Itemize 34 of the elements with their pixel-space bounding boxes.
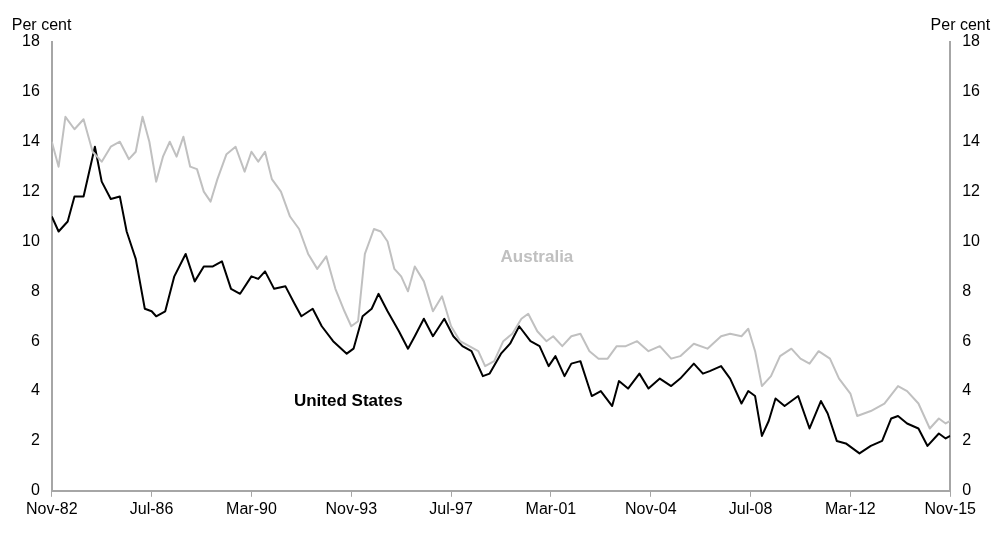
y2-tick-label: 2	[962, 431, 972, 449]
y2-tick-label: 18	[962, 32, 981, 50]
y-tick-label: 0	[30, 481, 40, 499]
y2-tick-label: 12	[962, 182, 981, 200]
y-tick-label: 8	[30, 281, 40, 299]
x-tick-label: Nov-82	[26, 499, 78, 517]
x-tick-label: Nov-93	[325, 499, 378, 517]
y2-tick-label: 14	[962, 132, 981, 150]
x-tick-label: Mar-90	[226, 499, 277, 517]
x-tick-label: Jul-86	[129, 499, 174, 517]
y2-tick-label: 0	[962, 481, 972, 499]
y-tick-label: 2	[30, 431, 40, 449]
x-tick-label: Mar-12	[825, 499, 876, 517]
y2-axis-title: Per cent	[930, 16, 991, 34]
y2-tick-label: 6	[962, 331, 972, 349]
x-tick-label: Nov-04	[624, 499, 677, 517]
y2-tick-label: 10	[962, 231, 981, 249]
y-tick-label: 18	[22, 32, 40, 50]
y2-tick-label: 4	[962, 381, 972, 399]
y-tick-label: 6	[30, 331, 40, 349]
y-tick-label: 12	[22, 182, 40, 200]
y2-tick-label: 16	[962, 82, 981, 100]
y-tick-label: 14	[22, 132, 40, 150]
x-tick-label: Mar-01	[525, 499, 577, 517]
x-tick-label: Jul-08	[728, 499, 773, 517]
y2-tick-label: 8	[962, 281, 972, 299]
y-tick-label: 10	[22, 231, 40, 249]
text: United States	[293, 390, 403, 410]
text: Australia	[500, 247, 574, 267]
y-tick-label: 16	[22, 82, 40, 100]
x-tick-label: Jul-97	[429, 499, 473, 517]
x-tick-label: Nov-15	[924, 499, 977, 517]
y-tick-label: 4	[30, 381, 40, 399]
y-axis-title: Per cent	[11, 16, 72, 34]
